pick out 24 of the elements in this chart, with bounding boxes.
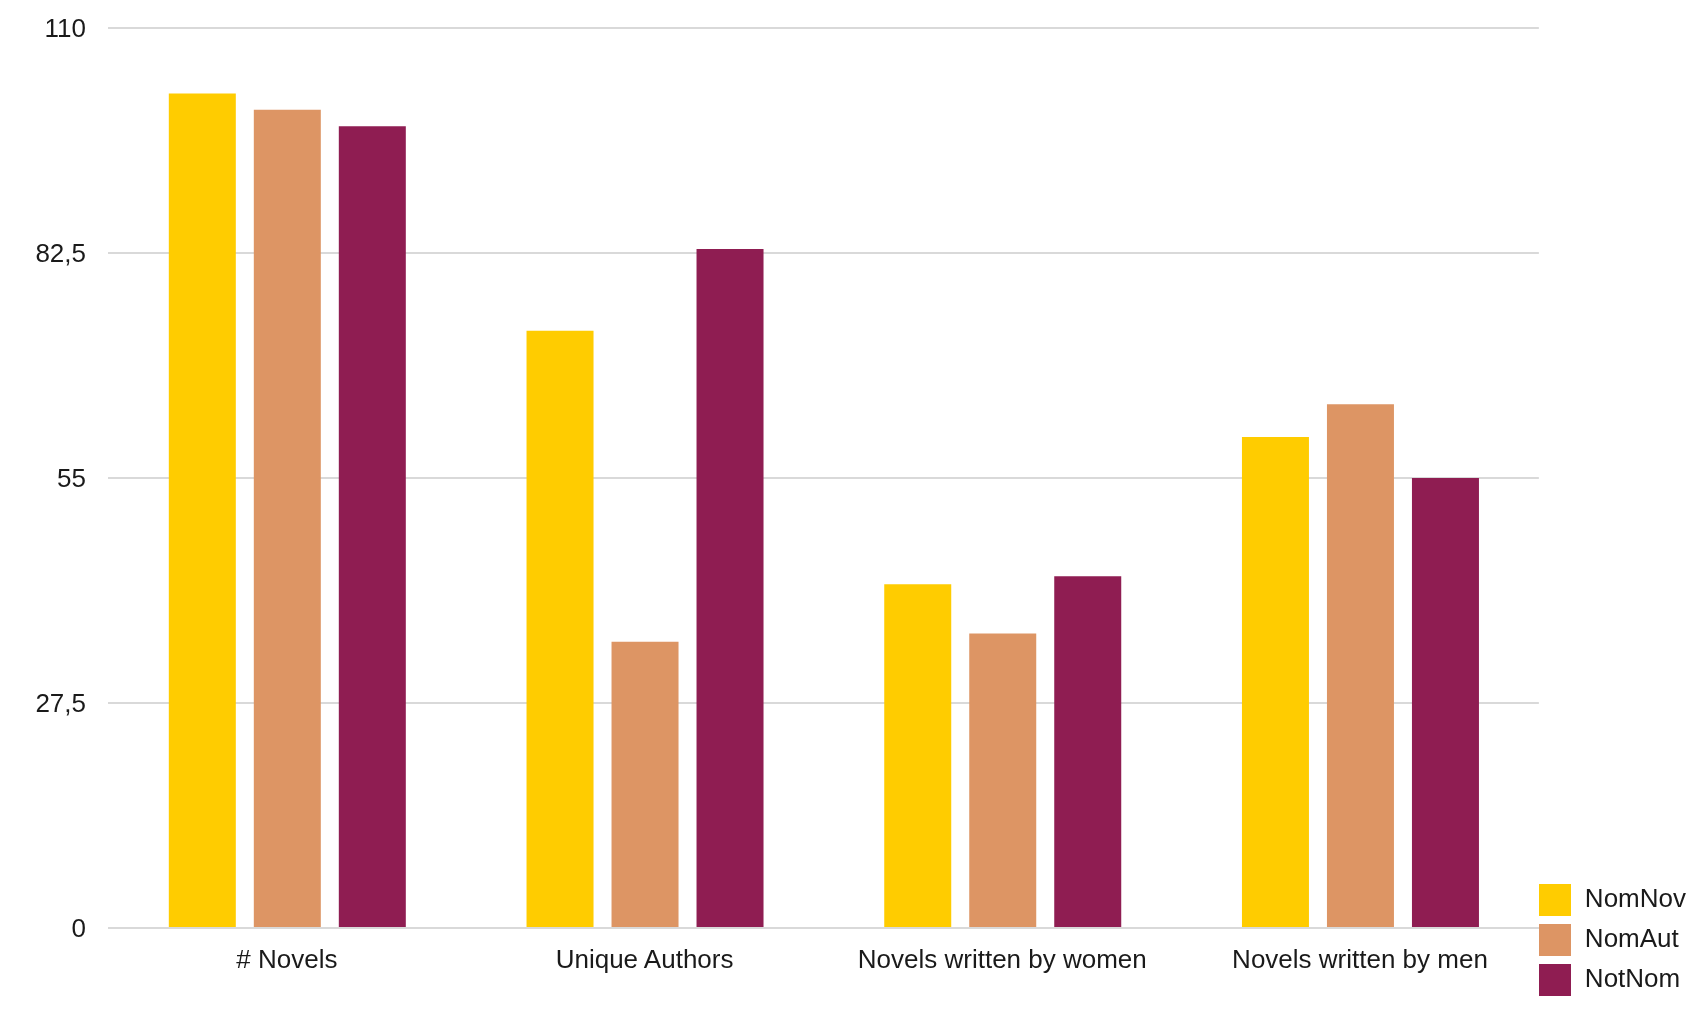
y-tick-label: 27,5	[35, 688, 86, 719]
bar	[526, 330, 594, 928]
bar	[168, 93, 236, 928]
x-tick-label: Novels written by women	[857, 944, 1147, 975]
bar	[1411, 478, 1479, 928]
legend-label: NomAut	[1584, 923, 1679, 953]
legend-label: NotNom	[1584, 963, 1681, 993]
x-tick-label: Unique Authors	[555, 944, 734, 975]
y-tick-label: 110	[44, 13, 86, 44]
bar	[338, 126, 406, 928]
bar	[611, 641, 679, 928]
bar	[253, 109, 321, 928]
bar	[884, 584, 952, 928]
bar	[1326, 404, 1394, 928]
bar	[969, 633, 1037, 928]
bar	[1054, 576, 1122, 928]
x-tick-label: Novels written by men	[1232, 944, 1488, 975]
bar	[1241, 437, 1309, 928]
legend-label: NomNov	[1584, 883, 1686, 913]
bar	[696, 248, 764, 928]
y-tick-label: 82,5	[35, 238, 86, 269]
x-tick-label: # Novels	[236, 944, 338, 975]
y-tick-label: 0	[71, 913, 86, 944]
y-tick-label: 55	[57, 463, 86, 494]
